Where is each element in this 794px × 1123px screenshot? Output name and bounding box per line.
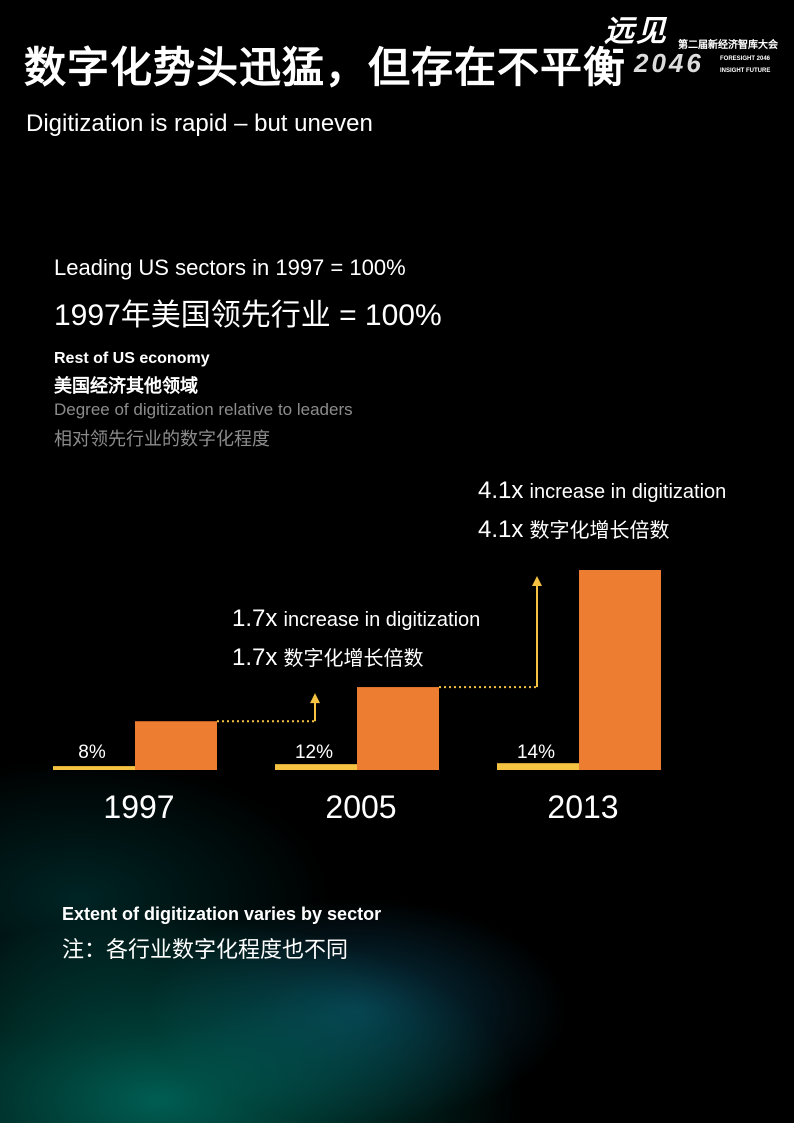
legend-leading-zh: 1997年美国领先行业 = 100% bbox=[54, 299, 442, 332]
bar-leading-2005 bbox=[357, 687, 439, 770]
bar-leading-2013 bbox=[579, 570, 661, 770]
bar-leading-1997 bbox=[135, 721, 217, 770]
legend-leading-en: Leading US sectors in 1997 = 100% bbox=[54, 255, 406, 280]
multiplier-1-en: 1.7x increase in digitization bbox=[232, 605, 480, 633]
multiplier-2-zh: 4.1x 数字化增长倍数 bbox=[478, 514, 670, 544]
logo-year: 2046 bbox=[634, 48, 704, 78]
multiplier-1-zh: 1.7x 数字化增长倍数 bbox=[232, 642, 424, 672]
bar-rest-label-2005: 12% bbox=[295, 742, 333, 763]
multiplier-2-en: 4.1x increase in digitization bbox=[478, 477, 726, 505]
legend-degree-en: Degree of digitization relative to leade… bbox=[54, 400, 353, 419]
multiplier-1-text-en: increase in digitization bbox=[283, 609, 481, 631]
logo-event-name: 第二届新经济智库大会 bbox=[678, 40, 778, 51]
footnote-zh: 注：各行业数字化程度也不同 bbox=[62, 937, 349, 962]
multiplier-2-value: 4.1x bbox=[478, 477, 524, 504]
connector-arrow-head-2 bbox=[532, 576, 542, 586]
legend-degree-zh: 相对领先行业的数字化程度 bbox=[54, 429, 270, 449]
legend-rest-zh: 美国经济其他领域 bbox=[54, 376, 198, 396]
page-title-en: Digitization is rapid – but uneven bbox=[26, 110, 373, 137]
year-label-1997: 1997 bbox=[103, 789, 174, 825]
event-logo: 远见 第二届新经济智库大会 2046 FORESIGHT 2046 INSIGH… bbox=[604, 6, 790, 86]
footnote-en: Extent of digitization varies by sector bbox=[62, 904, 382, 924]
bar-rest-label-2013: 14% bbox=[517, 742, 555, 763]
logo-tag-insight: INSIGHT FUTURE bbox=[720, 68, 771, 74]
year-label-2005: 2005 bbox=[325, 789, 396, 825]
multiplier-2-text-en: increase in digitization bbox=[529, 481, 727, 503]
page-title-zh: 数字化势头迅猛，但存在不平衡 bbox=[24, 44, 627, 91]
multiplier-2-text-zh: 数字化增长倍数 bbox=[529, 520, 670, 542]
bar-rest-2013 bbox=[497, 763, 579, 770]
year-label-2013: 2013 bbox=[547, 789, 618, 825]
legend-rest-en: Rest of US economy bbox=[54, 350, 210, 367]
multiplier-1-text-zh: 数字化增长倍数 bbox=[283, 648, 424, 670]
logo-tag-foresight: FORESIGHT 2046 bbox=[720, 56, 771, 62]
multiplier-1-value-zh: 1.7x bbox=[232, 644, 278, 671]
multiplier-1-value: 1.7x bbox=[232, 605, 278, 632]
multiplier-2-value-zh: 4.1x bbox=[478, 516, 524, 543]
logo-mark: 远见 bbox=[604, 15, 668, 48]
bar-rest-label-1997: 8% bbox=[78, 742, 106, 763]
bar-rest-2005 bbox=[275, 764, 357, 770]
connector-arrow-head-1 bbox=[310, 693, 320, 704]
bar-rest-1997 bbox=[53, 766, 135, 770]
